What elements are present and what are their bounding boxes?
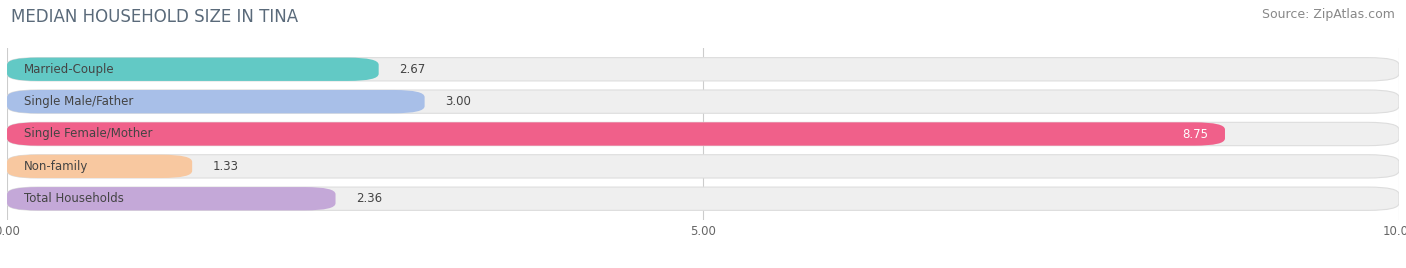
Text: Single Female/Mother: Single Female/Mother: [24, 128, 152, 140]
FancyBboxPatch shape: [7, 122, 1399, 146]
FancyBboxPatch shape: [7, 155, 193, 178]
FancyBboxPatch shape: [7, 187, 1399, 210]
FancyBboxPatch shape: [7, 187, 336, 210]
Text: MEDIAN HOUSEHOLD SIZE IN TINA: MEDIAN HOUSEHOLD SIZE IN TINA: [11, 8, 298, 26]
Text: 1.33: 1.33: [214, 160, 239, 173]
Text: 2.36: 2.36: [356, 192, 382, 205]
Text: 3.00: 3.00: [446, 95, 471, 108]
Text: Non-family: Non-family: [24, 160, 89, 173]
FancyBboxPatch shape: [7, 122, 1225, 146]
FancyBboxPatch shape: [7, 58, 1399, 81]
Text: Source: ZipAtlas.com: Source: ZipAtlas.com: [1261, 8, 1395, 21]
FancyBboxPatch shape: [7, 90, 425, 113]
Text: 2.67: 2.67: [399, 63, 426, 76]
Text: 8.75: 8.75: [1182, 128, 1208, 140]
Text: Married-Couple: Married-Couple: [24, 63, 114, 76]
Text: Single Male/Father: Single Male/Father: [24, 95, 134, 108]
FancyBboxPatch shape: [7, 90, 1399, 113]
Text: Total Households: Total Households: [24, 192, 124, 205]
FancyBboxPatch shape: [7, 58, 378, 81]
FancyBboxPatch shape: [7, 155, 1399, 178]
